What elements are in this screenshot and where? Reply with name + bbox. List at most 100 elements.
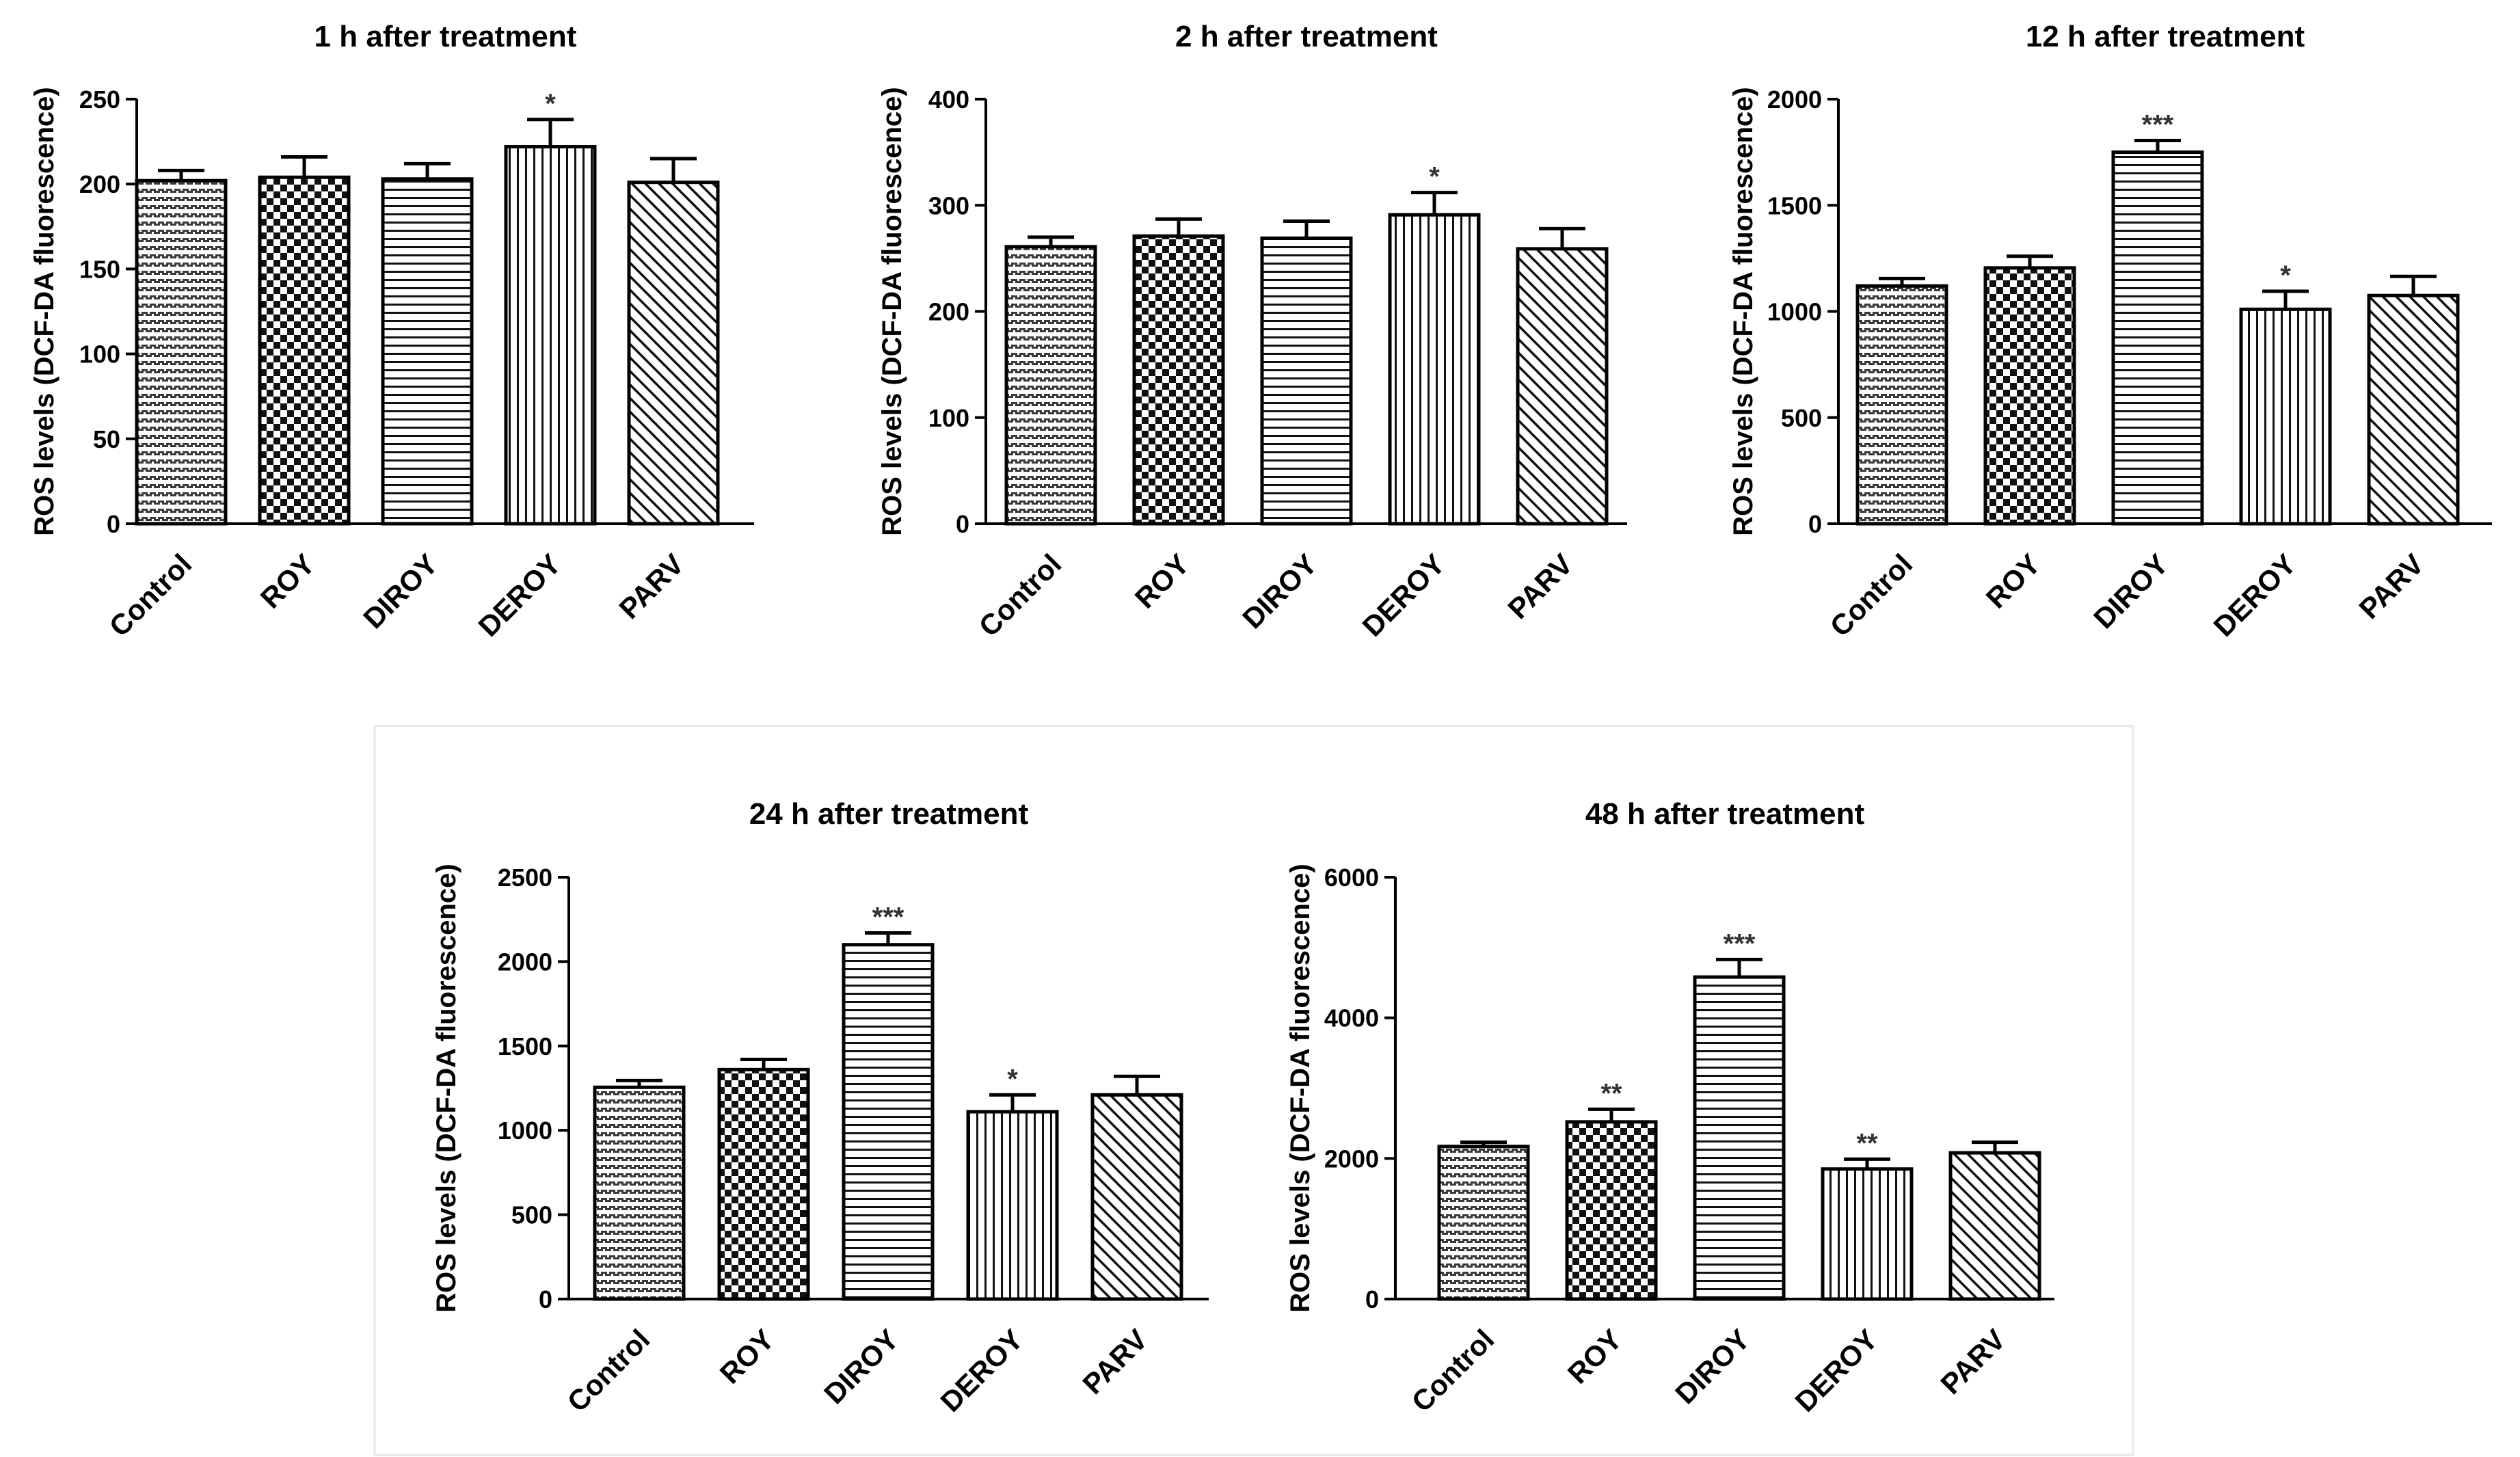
significance-marker: ** (1600, 1078, 1622, 1108)
bar-roy (1565, 1120, 1658, 1301)
bar-parv (627, 181, 720, 526)
x-category-label: DIROY (357, 548, 444, 634)
significance-marker: *** (872, 902, 904, 932)
significance-marker: *** (2142, 110, 2174, 140)
x-category-label: PARV (613, 548, 690, 625)
y-tick-label: 2000 (498, 948, 552, 976)
x-category-label: DEROY (1356, 548, 1451, 643)
y-tick-label: 4000 (1324, 1004, 1379, 1032)
chart-title: 1 h after treatment (314, 20, 577, 53)
x-category-label: DIROY (1669, 1323, 1756, 1410)
y-axis-label: ROS levels (DCF-DA fluorescence) (29, 87, 59, 535)
bar-diroy (842, 943, 935, 1301)
y-tick-label: 400 (928, 85, 969, 113)
significance-marker: ** (1856, 1128, 1878, 1158)
y-tick-label: 100 (928, 404, 969, 432)
bar-deroy (2239, 307, 2332, 526)
y-tick-label: 0 (539, 1285, 552, 1313)
y-axis-label: ROS levels (DCF-DA fluorescence) (1285, 864, 1315, 1312)
x-category-label: Control (103, 548, 198, 643)
bar-diroy (1693, 975, 1786, 1301)
bar-deroy (966, 1110, 1059, 1301)
bar-parv (1090, 1093, 1183, 1301)
x-category-label: Control (1824, 548, 1919, 643)
x-category-label: Control (973, 548, 1068, 643)
x-category-label: DEROY (472, 548, 567, 643)
y-tick-label: 1500 (498, 1032, 552, 1060)
bar-control (135, 178, 228, 526)
y-tick-label: 0 (107, 510, 120, 538)
bar-parv (2367, 293, 2460, 526)
significance-marker: * (545, 89, 556, 119)
chart-title: 48 h after treatment (1585, 797, 1865, 831)
x-category-label: ROY (1129, 548, 1196, 615)
y-tick-label: 150 (79, 255, 120, 283)
x-category-label: DIROY (2087, 548, 2174, 634)
chart-title: 2 h after treatment (1175, 20, 1438, 53)
x-category-label: ROY (714, 1323, 781, 1390)
x-category-label: PARV (1934, 1323, 2011, 1400)
x-category-label: DEROY (2208, 548, 2303, 643)
bar-control (1437, 1145, 1530, 1301)
y-tick-label: 200 (928, 298, 969, 326)
bar-parv (1516, 247, 1609, 526)
y-tick-label: 1000 (1767, 298, 1822, 326)
x-category-label: DEROY (1789, 1323, 1884, 1418)
bar-diroy (2111, 150, 2204, 526)
bar-control (1855, 284, 1948, 526)
x-category-label: DIROY (1236, 548, 1323, 634)
x-category-label: PARV (1076, 1323, 1153, 1400)
y-tick-label: 0 (1808, 510, 1822, 538)
chart-panel-5: 48 h after treatment ROS levels (DCF-DA f… (1285, 797, 2054, 1418)
lower-panel-frame (373, 725, 2134, 1456)
y-tick-label: 2000 (1324, 1145, 1379, 1173)
bar-deroy (1388, 213, 1481, 526)
chart-panel-3: 12 h after treatment ROS levels (DCF-DA f… (1728, 20, 2492, 643)
chart-panel-1: 1 h after treatment ROS levels (DCF-DA fl… (29, 20, 754, 643)
chart-title: 12 h after treatment (2026, 20, 2305, 53)
chart-title: 24 h after treatment (749, 797, 1029, 831)
bar-control (593, 1085, 686, 1301)
y-tick-label: 2000 (1767, 85, 1822, 113)
x-category-label: DEROY (935, 1323, 1030, 1418)
y-axis-label: ROS levels (DCF-DA fluorescence) (431, 864, 461, 1312)
bar-roy (258, 175, 351, 526)
bar-diroy (381, 177, 474, 526)
y-tick-label: 100 (79, 340, 120, 369)
x-category-label: DIROY (818, 1323, 904, 1410)
bar-diroy (1260, 236, 1353, 526)
significance-marker: *** (1724, 928, 1756, 959)
significance-marker: * (1429, 162, 1440, 192)
y-axis-label: ROS levels (DCF-DA fluorescence) (1728, 87, 1758, 535)
bar-roy (1132, 234, 1225, 526)
y-tick-label: 300 (928, 191, 969, 219)
significance-marker: * (1007, 1064, 1018, 1094)
y-tick-label: 6000 (1324, 864, 1379, 892)
x-category-label: ROY (1561, 1323, 1628, 1390)
x-category-label: ROY (254, 548, 321, 615)
bar-parv (1948, 1151, 2041, 1301)
x-category-label: PARV (1501, 548, 1579, 625)
y-tick-label: 2500 (498, 864, 552, 892)
y-tick-label: 1000 (498, 1117, 552, 1145)
chart-panel-4: 24 h after treatment ROS levels (DCF-DA f… (431, 797, 1209, 1418)
y-tick-label: 500 (1781, 404, 1822, 432)
bar-roy (1983, 266, 2076, 526)
x-category-label: PARV (2353, 548, 2430, 625)
y-tick-label: 200 (79, 170, 120, 198)
significance-marker: * (2280, 260, 2291, 291)
y-tick-label: 0 (956, 510, 969, 538)
bar-control (1004, 245, 1097, 526)
y-tick-label: 250 (79, 85, 120, 113)
bar-deroy (504, 145, 597, 526)
bar-deroy (1821, 1167, 1914, 1301)
x-category-label: Control (1406, 1323, 1501, 1418)
y-tick-label: 50 (93, 425, 120, 453)
x-category-label: Control (561, 1323, 656, 1418)
x-category-label: ROY (1980, 548, 2047, 615)
y-axis-label: ROS levels (DCF-DA fluorescence) (877, 87, 907, 535)
y-tick-label: 1500 (1767, 191, 1822, 219)
chart-panel-2: 2 h after treatment ROS levels (DCF-DA fl… (877, 20, 1627, 643)
bar-roy (717, 1067, 810, 1301)
